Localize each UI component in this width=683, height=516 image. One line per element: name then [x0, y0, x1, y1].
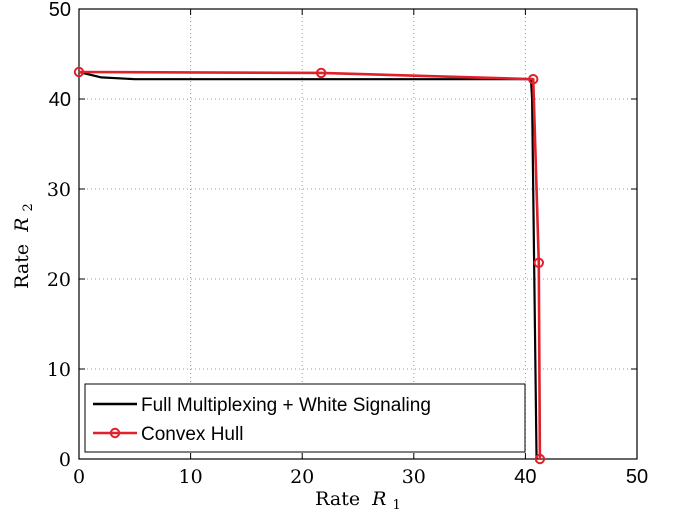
convex-hull-point	[315, 67, 327, 79]
x-axis-label: Rate R 1	[315, 488, 401, 513]
y-axis-label-text: Rate	[11, 244, 33, 289]
y-axis-label-variable: R	[11, 218, 33, 233]
x-tick-label: 30	[402, 466, 426, 488]
convex-hull-point	[528, 74, 539, 85]
series-line-convex-hull	[78, 70, 542, 460]
series-layer	[73, 66, 546, 465]
x-axis-label-subscript: 1	[393, 498, 401, 513]
axis-tick-labels: 0 10 20 30 40 50 0 10 20 30 40 50	[47, 0, 648, 488]
plot-area	[78, 8, 638, 460]
legend-entry-convex-hull: Convex Hull	[141, 424, 243, 445]
y-tick-label: 20	[47, 269, 71, 291]
legend-box	[84, 383, 526, 453]
grid	[79, 9, 637, 459]
axis-ticks	[78, 8, 638, 460]
y-tick-label: 40	[49, 89, 71, 111]
convex-hull-point	[534, 453, 546, 465]
x-tick-label: 50	[626, 466, 648, 488]
x-tick-label: 40	[514, 466, 536, 488]
legend: Full Multiplexing + White Signaling Conv…	[84, 383, 526, 453]
x-axis-label-text: Rate	[315, 488, 360, 510]
y-axis-label-subscript: 2	[21, 203, 36, 211]
y-tick-label: 30	[47, 179, 71, 201]
y-axis-label: Rate R 2	[11, 203, 36, 289]
x-tick-label: 20	[290, 466, 314, 488]
x-tick-label: 0	[73, 466, 85, 488]
y-tick-label: 10	[47, 359, 71, 381]
y-tick-label: 0	[59, 449, 71, 471]
convex-hull-point	[533, 257, 544, 268]
convex-hull-point	[73, 66, 85, 78]
legend-entry-full-multiplexing: Full Multiplexing + White Signaling	[141, 395, 431, 416]
y-tick-label: 50	[49, 0, 71, 21]
x-axis-label-variable: R	[371, 488, 386, 510]
legend-marker-convex-hull	[109, 427, 121, 439]
x-tick-label: 10	[179, 466, 203, 488]
